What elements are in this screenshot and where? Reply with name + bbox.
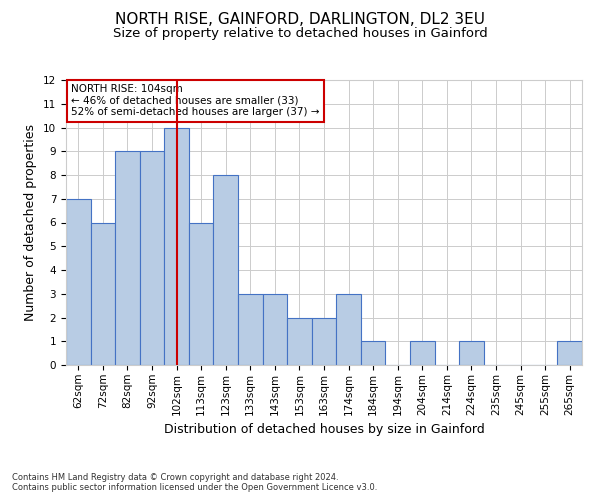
Bar: [214, 175, 238, 365]
Bar: [189, 222, 214, 365]
Bar: [312, 318, 336, 365]
Text: Size of property relative to detached houses in Gainford: Size of property relative to detached ho…: [113, 28, 487, 40]
Y-axis label: Number of detached properties: Number of detached properties: [25, 124, 37, 321]
Bar: [557, 341, 582, 365]
Bar: [287, 318, 312, 365]
Bar: [410, 341, 434, 365]
Bar: [361, 341, 385, 365]
Bar: [336, 294, 361, 365]
Text: NORTH RISE: 104sqm
← 46% of detached houses are smaller (33)
52% of semi-detache: NORTH RISE: 104sqm ← 46% of detached hou…: [71, 84, 320, 117]
Text: NORTH RISE, GAINFORD, DARLINGTON, DL2 3EU: NORTH RISE, GAINFORD, DARLINGTON, DL2 3E…: [115, 12, 485, 28]
Bar: [115, 151, 140, 365]
Bar: [459, 341, 484, 365]
Text: Contains public sector information licensed under the Open Government Licence v3: Contains public sector information licen…: [12, 484, 377, 492]
X-axis label: Distribution of detached houses by size in Gainford: Distribution of detached houses by size …: [164, 423, 484, 436]
Bar: [66, 198, 91, 365]
Bar: [164, 128, 189, 365]
Text: Contains HM Land Registry data © Crown copyright and database right 2024.: Contains HM Land Registry data © Crown c…: [12, 472, 338, 482]
Bar: [91, 222, 115, 365]
Bar: [263, 294, 287, 365]
Bar: [140, 151, 164, 365]
Bar: [238, 294, 263, 365]
